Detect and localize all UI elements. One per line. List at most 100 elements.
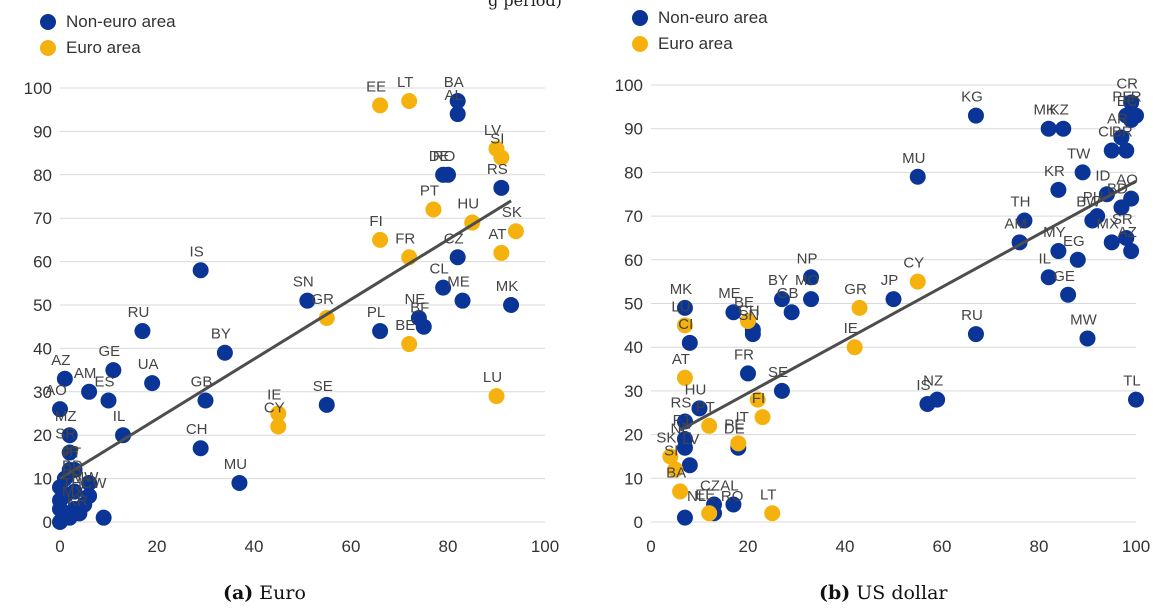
data-point [197, 392, 214, 409]
point-label: IT [735, 409, 748, 426]
point-label: KR [1044, 163, 1065, 180]
point-label: SR [55, 426, 76, 443]
data-point [1123, 243, 1140, 260]
point-label: GE [99, 343, 121, 360]
point-label: SI [664, 443, 678, 460]
x-tick-label: 80 [1030, 537, 1049, 556]
data-point [967, 326, 984, 343]
point-label: CL [430, 261, 449, 278]
point-label: SE [313, 378, 333, 395]
x-tick-label: 20 [739, 537, 758, 556]
data-point [740, 312, 756, 329]
data-point [1103, 234, 1120, 251]
data-point [1128, 391, 1144, 408]
data-point [701, 505, 718, 522]
data-point [773, 382, 790, 399]
y-tick-label: 50 [33, 296, 52, 315]
point-label: MY [1043, 224, 1066, 241]
point-label: CI [678, 316, 693, 333]
legend-marker-non-euro [632, 10, 648, 26]
point-label: ES [94, 373, 114, 390]
data-point [56, 370, 73, 387]
point-label: EE [366, 78, 386, 95]
data-point [435, 279, 452, 296]
point-label: AZ [51, 352, 70, 369]
data-point [846, 339, 863, 356]
point-label: KR [67, 492, 88, 509]
point-label: DE [429, 148, 450, 165]
data-point [691, 400, 708, 417]
data-point [192, 262, 209, 279]
point-label: DE [724, 421, 745, 438]
point-label: AM [74, 365, 97, 382]
point-label: PE [1112, 89, 1132, 106]
data-point [1050, 243, 1067, 260]
y-tick-label: 40 [624, 338, 643, 357]
data-point [318, 396, 335, 413]
legend-marker-euro-area [632, 36, 648, 52]
point-label: GB [191, 373, 213, 390]
legend-us-dollar: Non-euro area Euro area [632, 5, 768, 57]
data-point [1016, 212, 1033, 229]
data-point [1040, 120, 1057, 137]
point-label: LT [397, 74, 413, 91]
data-point [1123, 94, 1140, 111]
data-point [1123, 111, 1140, 128]
point-label: MX [62, 484, 85, 501]
x-tick-label: 60 [342, 537, 361, 556]
data-point [1118, 229, 1135, 246]
point-label: BD [1107, 180, 1128, 197]
data-point [1055, 120, 1072, 137]
point-label: SK [656, 429, 676, 446]
point-label: RO [433, 148, 456, 165]
point-label: MW [72, 469, 99, 486]
data-point [318, 310, 335, 327]
data-point [1084, 212, 1101, 229]
legend-euro: Non-euro area Euro area [40, 9, 176, 61]
point-label: FR [734, 346, 754, 363]
data-point [1069, 251, 1086, 268]
y-tick-label: 0 [634, 513, 643, 532]
data-point [667, 461, 684, 478]
data-point [299, 292, 316, 309]
y-tick-label: 70 [624, 207, 643, 226]
point-label: TL [1123, 373, 1141, 390]
point-label: IS [916, 377, 930, 394]
data-point [676, 369, 693, 386]
x-tick-label: 20 [148, 537, 167, 556]
point-label: ME [447, 274, 470, 291]
point-label: FI [369, 213, 382, 230]
x-tick-label: 40 [245, 537, 264, 556]
data-point [52, 514, 68, 530]
data-point [503, 297, 520, 313]
point-label: MW [1070, 311, 1097, 328]
data-point [783, 304, 800, 321]
point-label: FR [395, 230, 415, 247]
point-label: NE [671, 421, 692, 438]
data-point [676, 439, 693, 456]
point-label: BD [62, 458, 83, 475]
data-point [71, 505, 88, 522]
data-point [676, 509, 693, 526]
point-label: HU [457, 196, 479, 213]
data-point [415, 318, 432, 335]
point-label: IE [844, 320, 858, 337]
point-label: BE [395, 317, 415, 334]
data-point [81, 474, 98, 491]
point-label: CY [903, 255, 924, 272]
point-label: PT [696, 399, 715, 416]
point-label: LV [484, 122, 501, 139]
x-tick-label: 40 [836, 537, 855, 556]
y-tick-label: 20 [33, 426, 52, 445]
point-label: PL [367, 304, 385, 321]
legend-label-non-euro: Non-euro area [658, 8, 768, 27]
y-tick-label: 80 [624, 163, 643, 182]
point-label: MK [1033, 102, 1056, 119]
data-point [1040, 269, 1057, 286]
clipped-title-fragment: g period) [488, 0, 562, 10]
data-point [61, 444, 78, 461]
data-point [1060, 286, 1077, 303]
data-point [919, 396, 936, 413]
point-label: RO [721, 488, 744, 505]
